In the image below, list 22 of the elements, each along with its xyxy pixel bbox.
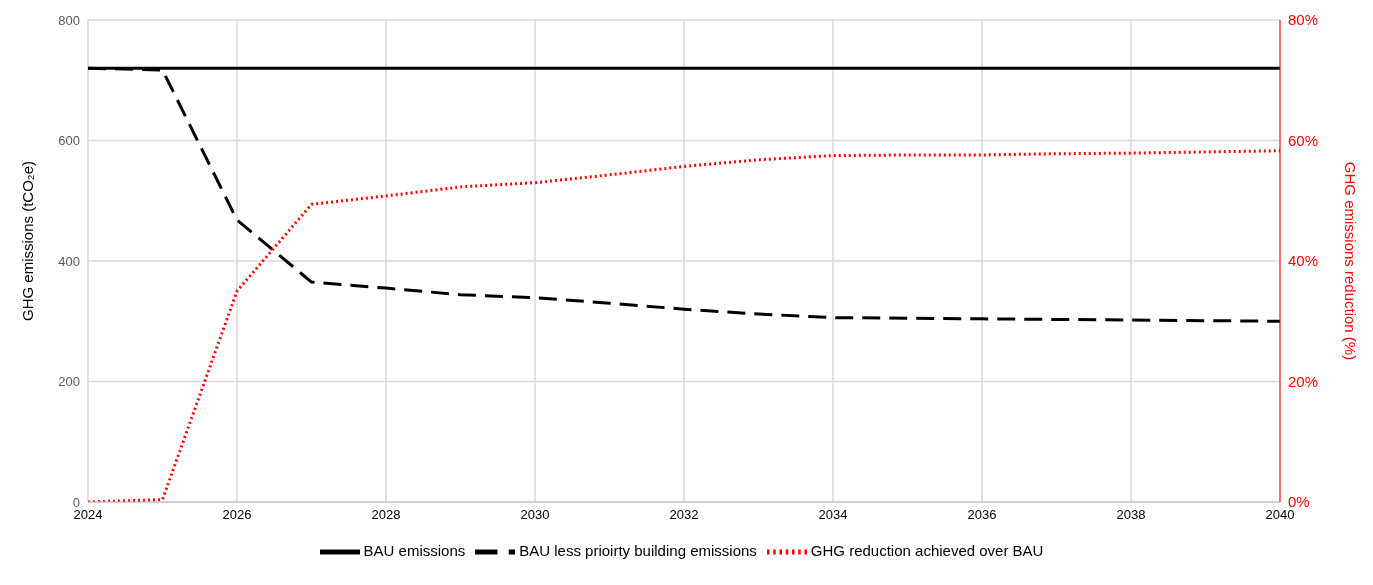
y-tick-label: 0	[72, 494, 80, 510]
legend-label: BAU emissions	[363, 541, 466, 559]
y-tick-label: 200	[58, 374, 80, 390]
y-tick-label: 600	[58, 133, 80, 149]
x-tick-label: 2034	[818, 507, 848, 523]
legend-label: GHG reduction achieved over BAU	[810, 541, 1044, 559]
y2-tick-label: 60%	[1288, 131, 1319, 149]
y-axis-title: GHG emissions (tCO₂e)	[19, 160, 37, 321]
x-tick-label: 2036	[967, 507, 997, 523]
y-tick-label: 400	[58, 253, 80, 269]
y2-tick-label: 80%	[1288, 11, 1319, 29]
x-tick-label: 2032	[669, 507, 699, 523]
x-tick-label: 2024	[73, 507, 103, 523]
x-tick-label: 2038	[1116, 507, 1146, 523]
legend-label: BAU less prioirty building emissions	[519, 541, 757, 559]
y2-axis-title: GHG emissions reduction (%)	[1341, 161, 1359, 361]
x-tick-label: 2030	[520, 507, 550, 523]
y2-tick-label: 20%	[1288, 372, 1319, 390]
y-tick-label: 800	[58, 12, 80, 28]
x-tick-label: 2026	[222, 507, 252, 523]
x-tick-label: 2028	[371, 507, 401, 523]
y2-tick-label: 40%	[1288, 252, 1319, 270]
